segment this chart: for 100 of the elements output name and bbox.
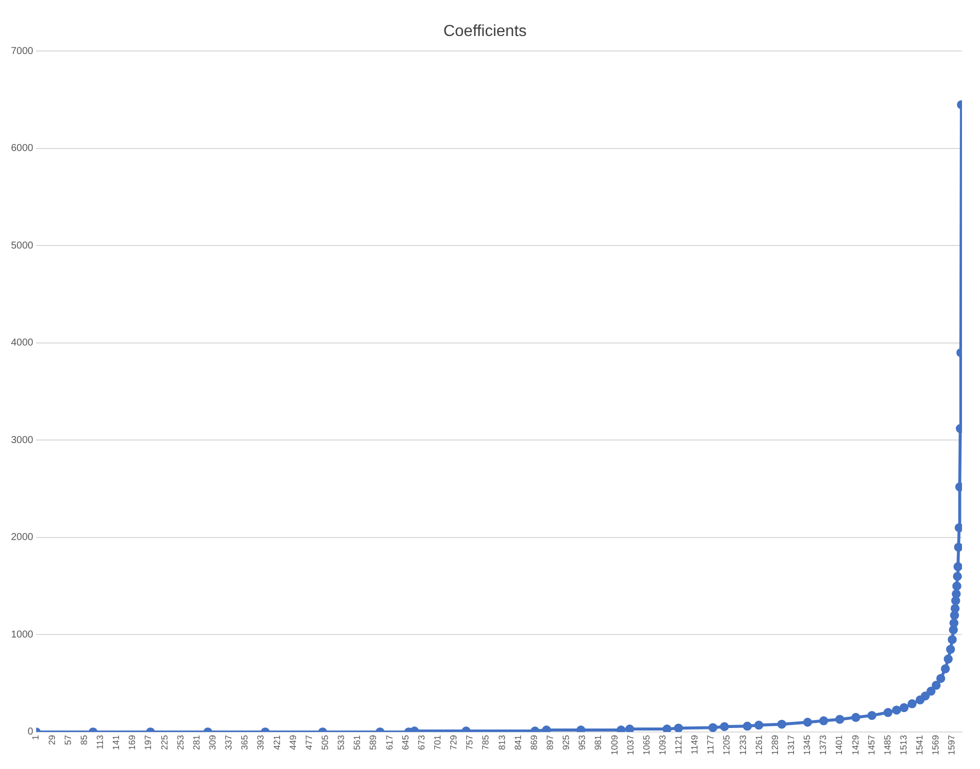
x-tick-label: 337	[224, 734, 234, 750]
y-tick-label: 1000	[10, 629, 34, 640]
x-tick-label: 589	[368, 734, 378, 750]
point	[948, 635, 957, 644]
point	[952, 589, 961, 598]
point	[803, 718, 812, 727]
x-tick-label: 477	[304, 734, 314, 750]
point	[900, 703, 909, 712]
x-tick-label: 225	[159, 734, 170, 750]
x-tick-label: 953	[577, 734, 588, 750]
x-tick-label: 1373	[818, 734, 828, 756]
x-tick-label: 757	[464, 734, 475, 750]
x-tick-label: 701	[432, 734, 442, 750]
point	[851, 712, 860, 722]
point	[954, 542, 962, 552]
x-tick-label: 1065	[641, 734, 652, 756]
point	[720, 722, 729, 732]
x-tick-label: 1261	[754, 734, 764, 756]
point	[926, 686, 936, 696]
x-tick-label: 925	[561, 734, 572, 750]
y-tick-label: 7000	[10, 46, 34, 57]
y-tick-label: 5000	[10, 240, 34, 252]
x-tick-label: 1345	[802, 734, 812, 756]
point	[932, 680, 941, 690]
point	[952, 572, 962, 581]
x-tick-label: 1177	[706, 734, 716, 754]
x-tick-label: 449	[288, 734, 298, 750]
chart-title: Coefficients	[443, 23, 527, 40]
x-tick-label: 1317	[786, 734, 796, 756]
x-tick-label: 29	[46, 734, 57, 745]
point	[950, 604, 960, 613]
x-tick-label: 617	[384, 734, 394, 750]
y-tick-label: 2000	[10, 532, 34, 544]
point	[819, 716, 828, 726]
x-tick-label: 1513	[898, 734, 909, 756]
y-tick-label: 4000	[10, 338, 34, 349]
point	[674, 724, 683, 732]
x-tick-label: 1037	[625, 734, 636, 756]
x-tick-label: 1429	[850, 734, 860, 756]
x-tick-label: 645	[400, 734, 410, 750]
x-tick-label: 169	[127, 734, 138, 750]
point	[867, 710, 876, 720]
point	[944, 654, 953, 664]
point	[835, 714, 844, 724]
x-tick-label: 253	[175, 734, 186, 750]
x-tick-label: 1541	[914, 734, 925, 756]
point	[952, 582, 962, 591]
x-tick-label: 1009	[609, 734, 620, 756]
x-tick-label: 1485	[882, 734, 892, 756]
x-tick-label: 673	[416, 734, 426, 750]
x-tick-label: 1149	[690, 734, 700, 754]
point	[936, 674, 946, 683]
point	[916, 695, 925, 704]
x-tick-label: 1597	[946, 734, 957, 756]
x-tick-label: 1121	[674, 734, 684, 754]
point	[883, 708, 892, 718]
x-tick-label: 85	[78, 734, 89, 745]
point	[948, 625, 958, 634]
point	[754, 720, 764, 730]
point	[951, 596, 960, 606]
x-tick-label: 533	[336, 734, 346, 750]
x-tick-label: 309	[208, 734, 218, 750]
x-tick-label: 421	[272, 734, 282, 750]
point	[625, 724, 634, 732]
x-tick-label: 561	[352, 734, 362, 750]
point	[892, 706, 902, 715]
x-tick-label: 1233	[738, 734, 748, 756]
x-tick-label: 785	[480, 734, 491, 750]
y-tick-label: 3000	[10, 434, 34, 446]
x-tick-label: 1289	[770, 734, 780, 756]
point	[953, 562, 962, 572]
x-tick-label: 1401	[834, 734, 844, 756]
point	[940, 664, 950, 674]
point	[908, 699, 917, 708]
x-tick-label: 393	[256, 734, 266, 750]
x-tick-label: 729	[448, 734, 459, 750]
x-tick-label: 197	[143, 734, 154, 750]
point	[708, 723, 718, 732]
point	[920, 691, 930, 700]
x-tick-label: 1205	[722, 734, 732, 756]
x-tick-label: 141	[111, 734, 122, 750]
x-tick-label: 841	[512, 734, 523, 750]
point	[946, 644, 956, 654]
point	[662, 724, 672, 732]
x-tick-label: 281	[191, 734, 202, 750]
x-tick-label: 1569	[930, 734, 941, 756]
x-tick-label: 1457	[866, 734, 876, 756]
x-tick-label: 813	[496, 734, 507, 750]
x-tick-label: 897	[544, 734, 555, 750]
point	[777, 720, 786, 729]
x-tick-label: 505	[320, 734, 330, 750]
x-tick-label: 365	[240, 734, 250, 750]
point	[742, 722, 752, 731]
x-tick-label: 113	[95, 734, 106, 750]
point	[949, 618, 958, 628]
point	[950, 610, 960, 620]
x-tick-label: 1093	[657, 734, 668, 756]
x-tick-label: 869	[528, 734, 539, 750]
y-tick-label: 6000	[10, 143, 34, 154]
x-tick-label: 981	[593, 734, 604, 750]
